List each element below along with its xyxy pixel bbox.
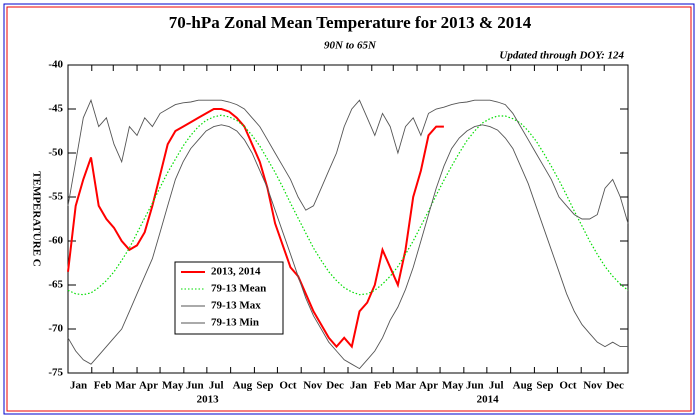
y-tick-label: -60 bbox=[48, 235, 63, 247]
chart-title: 70-hPa Zonal Mean Temperature for 2013 &… bbox=[169, 13, 532, 32]
x-tick-label: Dec bbox=[326, 380, 344, 392]
y-tick-label: -55 bbox=[48, 191, 63, 203]
x-tick-label: Sep bbox=[256, 380, 273, 392]
x-tick-label: Apr bbox=[419, 380, 438, 392]
y-tick-label: -40 bbox=[48, 59, 63, 71]
x-tick-label: Feb bbox=[374, 380, 392, 392]
x-tick-label: Jan bbox=[350, 380, 367, 392]
x-tick-label: Nov bbox=[583, 380, 602, 392]
x-tick-label: Oct bbox=[279, 380, 296, 392]
year-label: 2013 bbox=[197, 394, 220, 406]
inner-frame bbox=[6, 6, 692, 412]
x-tick-label: Dec bbox=[606, 380, 624, 392]
legend-label: 79-13 Mean bbox=[211, 283, 266, 295]
y-axis-label: TEMPERATURE C bbox=[30, 171, 42, 266]
series-line bbox=[67, 98, 629, 224]
y-tick-label: -65 bbox=[48, 279, 63, 291]
x-tick-label: Apr bbox=[139, 380, 158, 392]
x-tick-label: Aug bbox=[513, 380, 533, 392]
x-tick-label: Jun bbox=[186, 380, 204, 392]
outer-frame bbox=[3, 3, 695, 415]
legend-box bbox=[174, 261, 284, 335]
year-label: 2014 bbox=[477, 394, 500, 406]
legend-label: 2013, 2014 bbox=[211, 266, 261, 278]
series-line bbox=[67, 108, 444, 349]
y-tick-label: -50 bbox=[48, 147, 63, 159]
x-tick-label: Jul bbox=[209, 380, 224, 392]
y-tick-label: -75 bbox=[48, 367, 63, 379]
x-tick-label: Jan bbox=[70, 380, 87, 392]
legend-label: 79-13 Max bbox=[211, 300, 261, 312]
x-tick-label: Mar bbox=[395, 380, 416, 392]
x-tick-label: Oct bbox=[559, 380, 576, 392]
x-tick-label: Nov bbox=[303, 380, 322, 392]
x-tick-label: May bbox=[442, 380, 464, 392]
x-tick-label: Mar bbox=[115, 380, 136, 392]
x-tick-label: Aug bbox=[233, 380, 253, 392]
series-line bbox=[67, 114, 629, 296]
x-tick-label: Jul bbox=[489, 380, 504, 392]
y-tick-label: -45 bbox=[48, 103, 63, 115]
x-tick-label: May bbox=[162, 380, 184, 392]
x-tick-label: Feb bbox=[94, 380, 112, 392]
x-tick-label: Sep bbox=[536, 380, 553, 392]
annotation: Updated through DOY: 124 bbox=[499, 50, 624, 62]
plot-frame bbox=[67, 64, 629, 374]
series-line bbox=[67, 124, 628, 370]
subtitle: 90N to 65N bbox=[324, 40, 377, 52]
y-tick-label: -70 bbox=[48, 323, 63, 335]
x-tick-label: Jun bbox=[466, 380, 484, 392]
legend-label: 79-13 Min bbox=[211, 317, 259, 329]
